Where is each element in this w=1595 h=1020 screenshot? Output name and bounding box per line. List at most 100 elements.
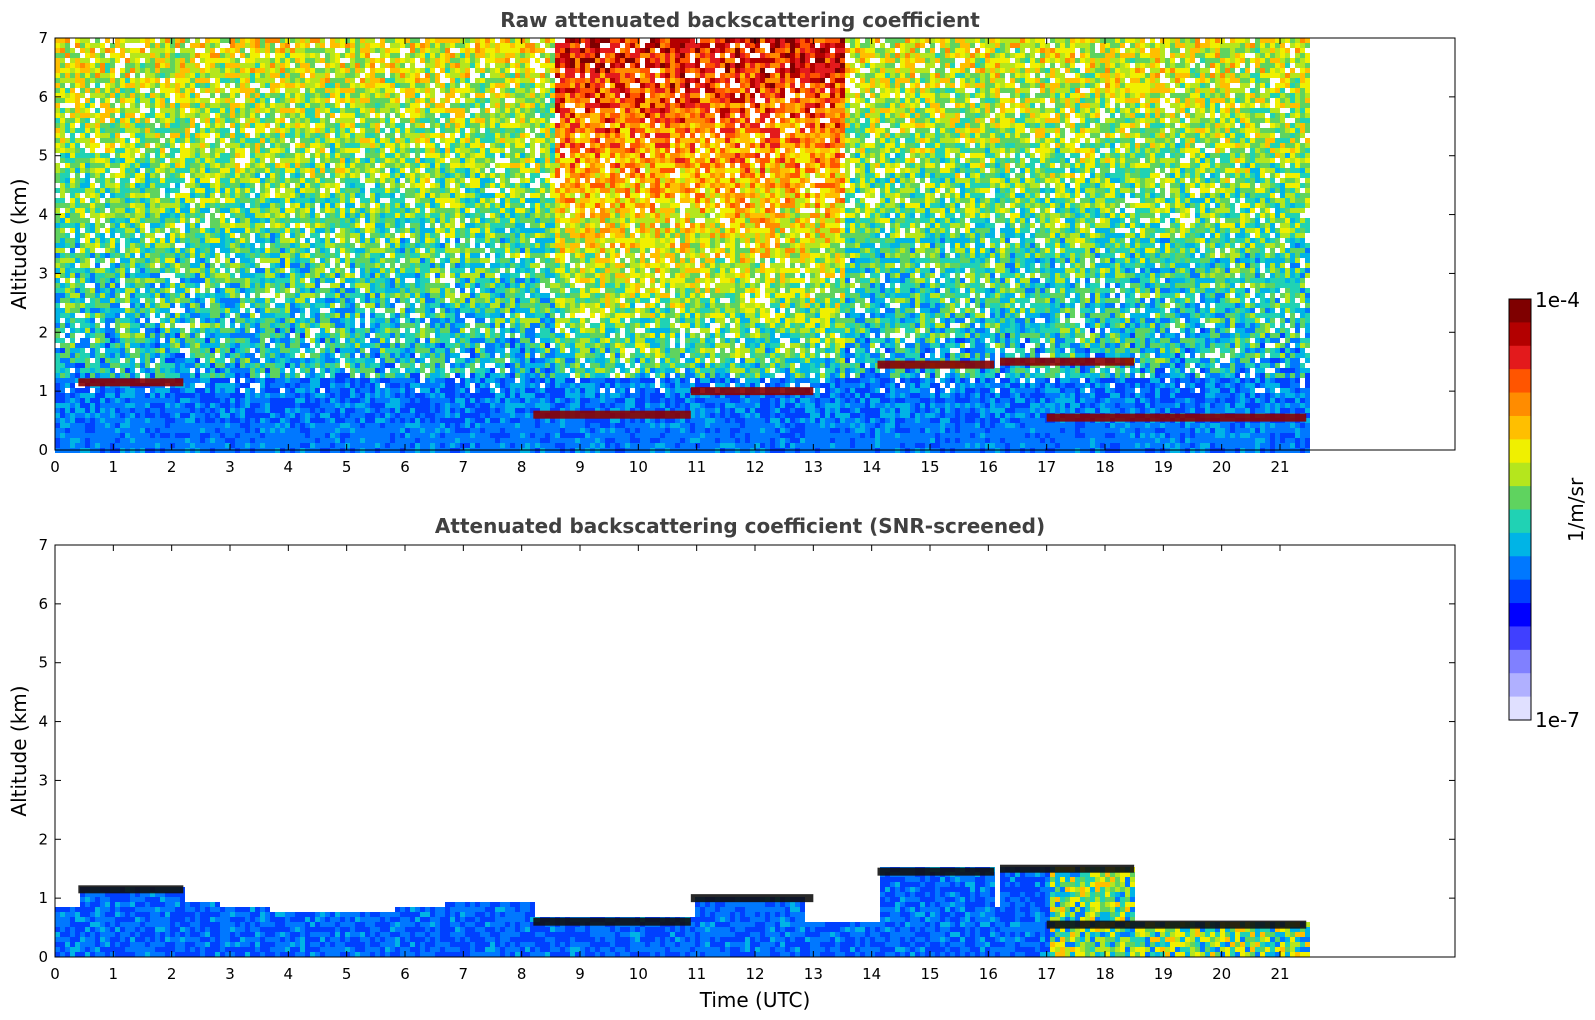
heatmap-cell: [105, 103, 110, 108]
heatmap-cell: [200, 143, 205, 148]
heatmap-cell: [170, 423, 175, 428]
heatmap-cell: [385, 88, 390, 93]
heatmap-cell: [225, 313, 230, 318]
heatmap-cell: [250, 438, 255, 443]
heatmap-cell: [320, 433, 325, 438]
heatmap-cell: [280, 113, 285, 118]
heatmap-cell: [255, 63, 260, 68]
heatmap-cell: [85, 113, 90, 118]
heatmap-cell: [365, 303, 370, 308]
heatmap-cell: [385, 248, 390, 253]
heatmap-cell: [255, 443, 260, 448]
heatmap-cell: [130, 83, 135, 88]
heatmap-cell: [165, 38, 170, 43]
heatmap-cell: [245, 358, 250, 363]
heatmap-cell: [375, 178, 380, 183]
heatmap-cell: [85, 118, 90, 123]
heatmap-cell: [70, 63, 75, 68]
heatmap-cell: [350, 83, 355, 88]
heatmap-cell: [345, 358, 350, 363]
heatmap-cell: [145, 278, 150, 283]
heatmap-cell: [300, 398, 305, 403]
heatmap-cell: [80, 153, 85, 158]
heatmap-cell: [205, 183, 210, 188]
heatmap-cell: [335, 43, 340, 48]
heatmap-cell: [55, 338, 60, 343]
heatmap-cell: [270, 68, 275, 73]
heatmap-cell: [265, 103, 270, 108]
heatmap-cell: [305, 368, 310, 373]
heatmap-cell: [190, 123, 195, 128]
heatmap-cell: [150, 188, 155, 193]
heatmap-cell: [130, 438, 135, 443]
heatmap-cell: [120, 348, 125, 353]
heatmap-cell: [195, 108, 200, 113]
heatmap-cell: [260, 73, 265, 78]
heatmap-cell: [65, 68, 70, 73]
heatmap-cell: [120, 68, 125, 73]
heatmap-cell: [110, 233, 115, 238]
heatmap-cell: [210, 198, 215, 203]
heatmap-cell: [375, 73, 380, 78]
heatmap-cell: [125, 188, 130, 193]
heatmap-cell: [125, 78, 130, 83]
heatmap-cell: [160, 58, 165, 63]
heatmap-cell: [140, 313, 145, 318]
heatmap-cell: [160, 438, 165, 443]
heatmap-cell: [90, 203, 95, 208]
heatmap-cell: [270, 168, 275, 173]
heatmap-cell: [65, 263, 70, 268]
heatmap-cell: [340, 158, 345, 163]
heatmap-cell: [285, 253, 290, 258]
heatmap-cell: [370, 263, 375, 268]
heatmap-cell: [65, 408, 70, 413]
heatmap-cell: [305, 423, 310, 428]
heatmap-cell: [260, 308, 265, 313]
heatmap-cell: [295, 243, 300, 248]
heatmap-cell: [60, 343, 65, 348]
heatmap-cell: [345, 78, 350, 83]
heatmap-cell: [290, 398, 295, 403]
heatmap-cell: [285, 248, 290, 253]
heatmap-cell: [205, 48, 210, 53]
heatmap-cell: [275, 88, 280, 93]
heatmap-cell: [365, 248, 370, 253]
heatmap-cell: [360, 353, 365, 358]
heatmap-cell: [75, 328, 80, 333]
heatmap-cell: [240, 243, 245, 248]
heatmap-cell: [270, 313, 275, 318]
heatmap-cell: [175, 38, 180, 43]
heatmap-cell: [90, 278, 95, 283]
heatmap-cell: [255, 403, 260, 408]
heatmap-cell: [160, 133, 165, 138]
heatmap-cell: [215, 358, 220, 363]
heatmap-cell: [230, 338, 235, 343]
heatmap-cell: [150, 68, 155, 73]
heatmap-cell: [320, 418, 325, 423]
heatmap-cell: [155, 63, 160, 68]
heatmap-cell: [250, 213, 255, 218]
heatmap-cell: [350, 303, 355, 308]
heatmap-cell: [335, 393, 340, 398]
heatmap-cell: [365, 158, 370, 163]
heatmap-cell: [300, 188, 305, 193]
heatmap-cell: [55, 268, 60, 273]
heatmap-cell: [165, 218, 170, 223]
heatmap-cell: [55, 148, 60, 153]
heatmap-cell: [315, 248, 320, 253]
heatmap-cell: [320, 423, 325, 428]
heatmap-cell: [375, 268, 380, 273]
heatmap-cell: [205, 168, 210, 173]
heatmap-cell: [140, 418, 145, 423]
heatmap-cell: [110, 283, 115, 288]
heatmap-cell: [65, 98, 70, 103]
heatmap-cell: [280, 348, 285, 353]
heatmap-cell: [275, 418, 280, 423]
heatmap-cell: [320, 368, 325, 373]
heatmap-cell: [245, 68, 250, 73]
heatmap-cell: [315, 283, 320, 288]
heatmap-cell: [215, 198, 220, 203]
heatmap-cell: [245, 113, 250, 118]
heatmap-cell: [215, 158, 220, 163]
heatmap-cell: [115, 98, 120, 103]
